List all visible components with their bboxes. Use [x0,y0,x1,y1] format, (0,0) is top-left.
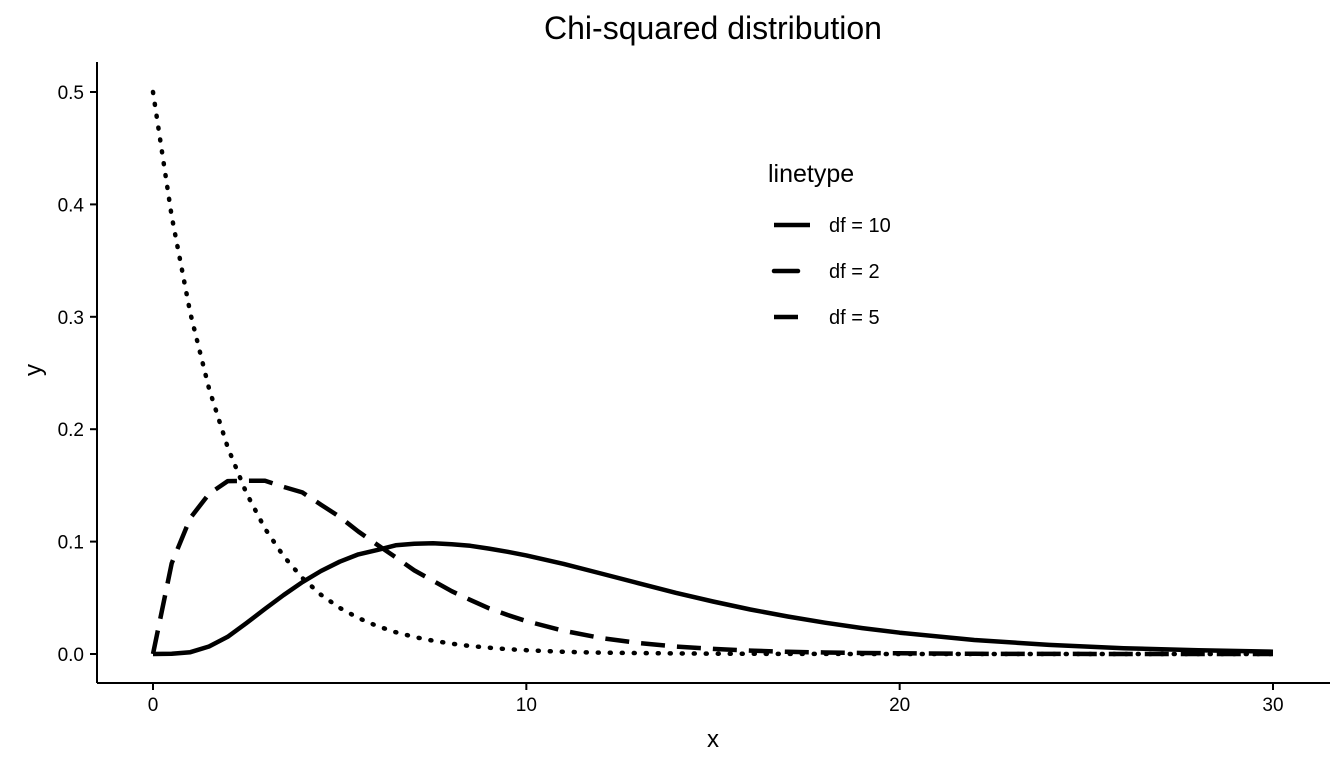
y-tick-label: 0.1 [58,533,84,554]
x-tick-label: 10 [516,695,537,716]
y-tick-label: 0.4 [58,195,85,216]
series-line-df-2 [150,89,1276,657]
y-axis-ticks: 0.0 0.1 0.2 0.3 0.4 0.5 [58,83,97,666]
series-line-df-5 [150,478,1273,657]
series-line-df-10 [152,540,1274,657]
y-tick-label: 0.5 [58,83,84,104]
x-tick-label: 30 [1262,695,1283,716]
chart-title: Chi-squared distribution [544,10,882,46]
x-axis-title: x [707,726,719,753]
y-tick-label: 0.0 [58,645,84,666]
legend: linetype df = 10 df = 2 df = 5 [768,160,891,329]
y-axis-title: y [20,364,47,376]
legend-entries: df = 10 df = 2 df = 5 [771,215,891,329]
y-tick-label: 0.3 [58,308,84,329]
x-tick-label: 0 [148,695,159,716]
x-axis-ticks: 0 10 20 30 [148,683,1284,716]
y-tick-label: 0.2 [58,420,84,441]
legend-label: df = 10 [829,215,891,237]
legend-label: df = 5 [829,307,880,329]
plot-area [150,89,1276,657]
legend-title: linetype [768,160,854,188]
x-tick-label: 20 [889,695,910,716]
legend-label: df = 2 [829,261,880,283]
